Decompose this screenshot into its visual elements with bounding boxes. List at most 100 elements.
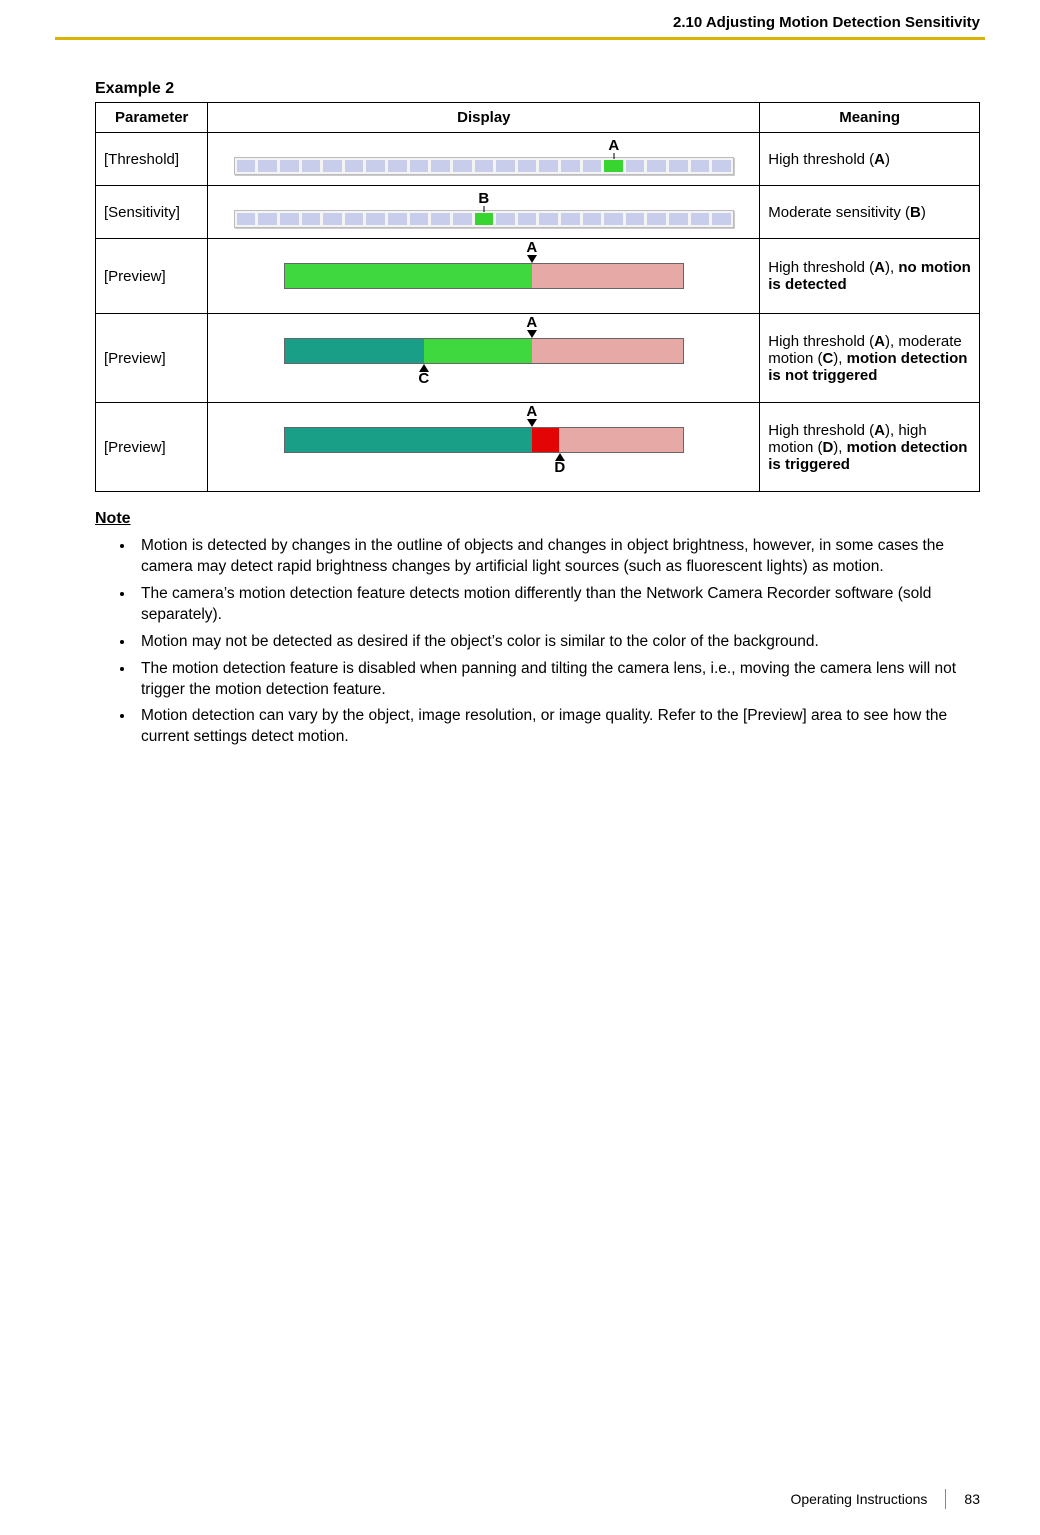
slider-segment	[258, 160, 277, 172]
slider-segment	[323, 213, 342, 225]
slider-segment	[258, 213, 277, 225]
parameter-table: Parameter Display Meaning [Threshold] A Hi…	[95, 102, 980, 492]
cell-meaning: High threshold (A), no motion is detecte…	[760, 239, 980, 314]
slider-segment	[669, 160, 688, 172]
slider-track	[234, 210, 734, 228]
table-row: [Preview] A High threshold (A), no motion …	[96, 239, 980, 314]
slider-segment	[691, 213, 710, 225]
arrow-down-icon	[527, 419, 537, 427]
slider-segment	[453, 213, 472, 225]
preview-segment	[285, 339, 424, 363]
slider-label: B	[478, 190, 489, 207]
footer-doc-title: Operating Instructions	[790, 1491, 927, 1507]
footer-page-number: 83	[964, 1491, 980, 1507]
footer-divider	[945, 1489, 946, 1509]
preview-segment	[532, 339, 683, 363]
arrow-down-icon	[527, 255, 537, 263]
slider-segment	[539, 213, 558, 225]
slider-segment	[410, 160, 429, 172]
table-header-row: Parameter Display Meaning	[96, 103, 980, 133]
slider-segment	[280, 160, 299, 172]
cell-display: AD	[208, 403, 760, 492]
preview-segment	[285, 428, 532, 452]
cell-meaning: High threshold (A)	[760, 133, 980, 186]
preview-segment	[285, 264, 532, 288]
note-heading: Note	[95, 510, 980, 528]
page: 2.10 Adjusting Motion Detection Sensitiv…	[0, 0, 1040, 1535]
note-item: Motion detection can vary by the object,…	[135, 706, 980, 748]
table-row: [Sensitivity]BModerate sensitivity (B)	[96, 186, 980, 239]
slider: A	[234, 157, 734, 175]
cell-meaning: High threshold (A), high motion (D), mot…	[760, 403, 980, 492]
notes-list: Motion is detected by changes in the out…	[103, 536, 980, 748]
slider-segment	[583, 160, 602, 172]
slider-segment	[712, 213, 731, 225]
preview-segment	[424, 339, 531, 363]
slider-segment	[431, 213, 450, 225]
example-title: Example 2	[95, 80, 980, 98]
slider-segment	[691, 160, 710, 172]
slider-segment	[647, 213, 666, 225]
slider-segment	[280, 213, 299, 225]
table-row: [Preview]ADHigh threshold (A), high moti…	[96, 403, 980, 492]
slider-label: A	[608, 137, 619, 154]
slider-segment	[626, 160, 645, 172]
slider-segment	[366, 160, 385, 172]
slider-track	[234, 157, 734, 175]
content-area: Example 2 Parameter Display Meaning [Thr…	[0, 40, 1040, 748]
cell-display: A	[208, 133, 760, 186]
slider-tick	[483, 206, 484, 212]
page-footer: Operating Instructions 83	[790, 1489, 980, 1509]
preview-bar-track	[284, 427, 684, 453]
cell-parameter: [Threshold]	[96, 133, 208, 186]
slider-segment	[453, 160, 472, 172]
slider-segment	[561, 160, 580, 172]
slider-segment	[539, 160, 558, 172]
slider-segment	[475, 213, 494, 225]
cell-meaning: High threshold (A), moderate motion (C),…	[760, 314, 980, 403]
slider-segment	[583, 213, 602, 225]
slider-segment	[561, 213, 580, 225]
slider-segment	[366, 213, 385, 225]
slider-segment	[669, 213, 688, 225]
preview-bar-track	[284, 263, 684, 289]
preview-marker-label-top: A	[526, 239, 537, 256]
preview-marker-label-bottom: D	[554, 459, 565, 476]
th-meaning: Meaning	[760, 103, 980, 133]
cell-parameter: [Preview]	[96, 314, 208, 403]
preview-segment	[532, 264, 683, 288]
slider-segment	[496, 160, 515, 172]
note-item: The camera’s motion detection feature de…	[135, 584, 980, 626]
slider-segment	[345, 160, 364, 172]
slider-segment	[237, 160, 256, 172]
table-row: [Threshold] A High threshold (A)	[96, 133, 980, 186]
slider: B	[234, 210, 734, 228]
arrow-down-icon	[527, 330, 537, 338]
page-header: 2.10 Adjusting Motion Detection Sensitiv…	[0, 0, 1040, 37]
slider-segment	[475, 160, 494, 172]
cell-display: B	[208, 186, 760, 239]
slider-segment	[431, 160, 450, 172]
preview-marker-label-top: A	[526, 314, 537, 331]
slider-segment	[237, 213, 256, 225]
preview-marker-label-top: A	[526, 403, 537, 420]
slider-segment	[496, 213, 515, 225]
slider-segment	[302, 160, 321, 172]
cell-display: A	[208, 239, 760, 314]
slider-segment	[604, 213, 623, 225]
preview-segment	[532, 428, 560, 452]
section-title: 2.10 Adjusting Motion Detection Sensitiv…	[60, 14, 980, 37]
preview-bar: AD	[284, 427, 684, 453]
cell-parameter: [Preview]	[96, 403, 208, 492]
slider-segment	[604, 160, 623, 172]
note-item: Motion may not be detected as desired if…	[135, 632, 980, 653]
slider-segment	[345, 213, 364, 225]
preview-bar: AC	[284, 338, 684, 364]
cell-parameter: [Preview]	[96, 239, 208, 314]
slider-segment	[518, 160, 537, 172]
slider-segment	[518, 213, 537, 225]
slider-segment	[647, 160, 666, 172]
th-parameter: Parameter	[96, 103, 208, 133]
preview-marker-label-bottom: C	[418, 370, 429, 387]
slider-tick	[613, 153, 614, 159]
